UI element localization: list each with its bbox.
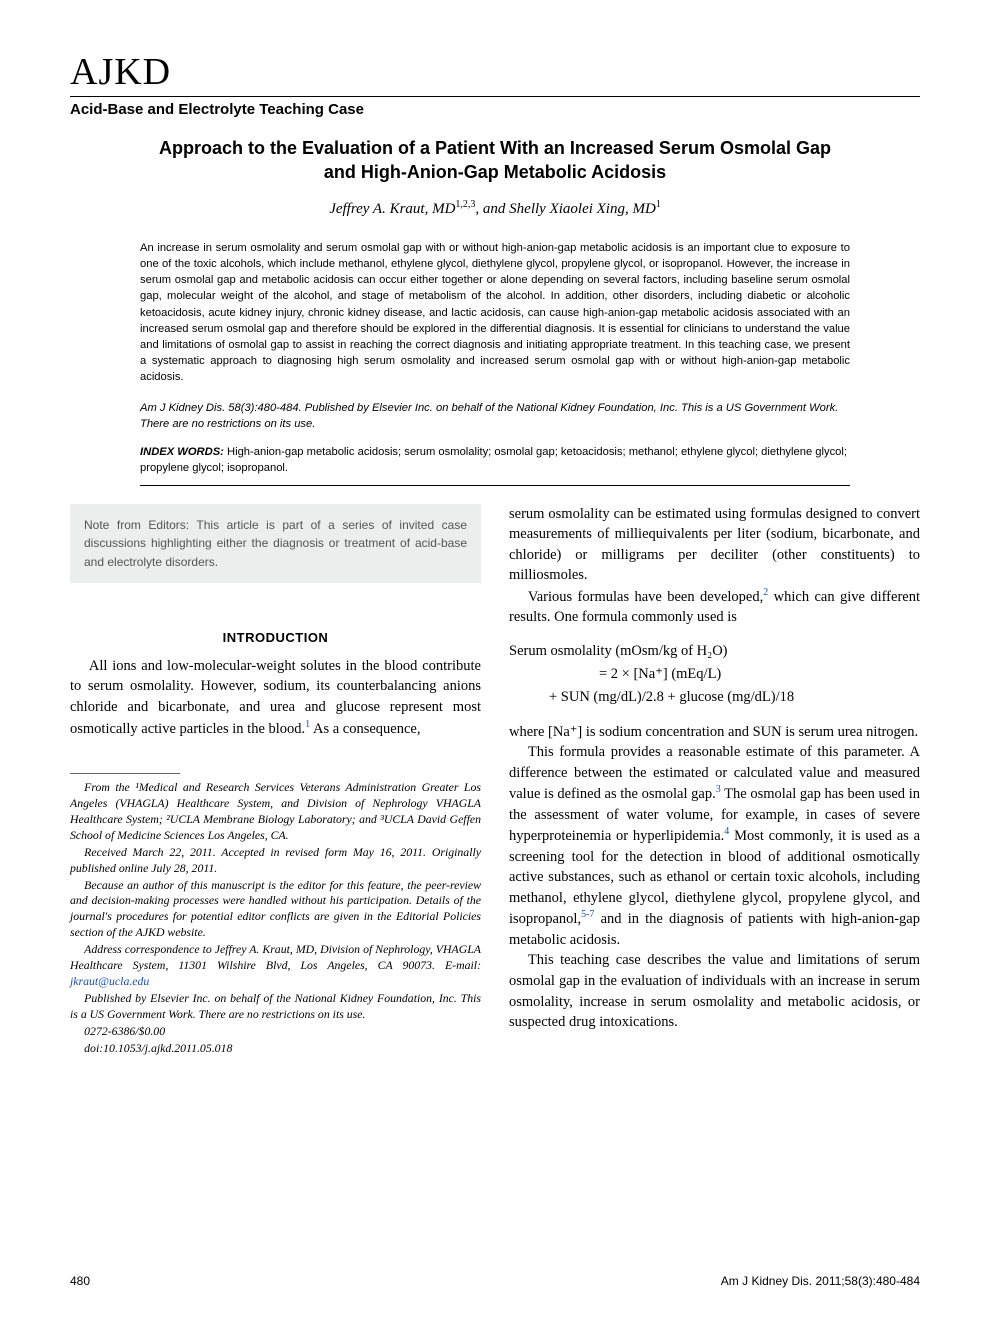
right-p4: This formula provides a reasonable estim… — [509, 742, 920, 950]
footnote-correspondence: Address correspondence to Jeffrey A. Kra… — [70, 942, 481, 990]
page-footer: 480 Am J Kidney Dis. 2011;58(3):480-484 — [70, 1274, 920, 1288]
top-rule — [70, 96, 920, 97]
footnotes: From the ¹Medical and Research Services … — [70, 780, 481, 1057]
osmolality-formula: Serum osmolality (mOsm/kg of H₂O) = 2 × … — [509, 640, 920, 710]
index-words-text: High-anion-gap metabolic acidosis; serum… — [140, 446, 847, 474]
introduction-heading: INTRODUCTION — [70, 629, 481, 647]
section-type: Acid-Base and Electrolyte Teaching Case — [70, 101, 920, 118]
ref-5-7[interactable]: 5-7 — [581, 909, 594, 920]
author-1-affil: 1,2,3 — [455, 199, 475, 210]
page-number: 480 — [70, 1274, 90, 1288]
formula-line-2: = 2 × [Na⁺] (mEq/L) — [599, 663, 920, 686]
two-column-body: Note from Editors: This article is part … — [70, 504, 920, 1058]
index-words-label: INDEX WORDS: — [140, 446, 224, 458]
formula-line-1: Serum osmolality (mOsm/kg of H₂O) — [509, 640, 920, 663]
journal-logo: AJKD — [70, 50, 920, 94]
footnote-rule — [70, 773, 180, 774]
left-column: Note from Editors: This article is part … — [70, 504, 481, 1058]
intro-paragraph-1: All ions and low-molecular-weight solute… — [70, 656, 481, 739]
right-p5: This teaching case describes the value a… — [509, 950, 920, 1032]
right-p2: Various formulas have been developed,2 w… — [509, 586, 920, 628]
correspondence-text: Address correspondence to Jeffrey A. Kra… — [70, 942, 481, 972]
correspondence-email[interactable]: jkraut@ucla.edu — [70, 974, 149, 988]
formula-line-3: + SUN (mg/dL)/2.8 + glucose (mg/dL)/18 — [549, 686, 920, 709]
footnote-published: Published by Elsevier Inc. on behalf of … — [70, 991, 481, 1023]
author-2-affil: 1 — [656, 199, 661, 210]
footnote-doi: doi:10.1053/j.ajkd.2011.05.018 — [70, 1041, 481, 1057]
editor-note-box: Note from Editors: This article is part … — [70, 504, 481, 584]
index-words: INDEX WORDS: High-anion-gap metabolic ac… — [140, 444, 850, 476]
mid-rule — [140, 485, 850, 486]
footnote-received: Received March 22, 2011. Accepted in rev… — [70, 845, 481, 877]
intro-p1-b: As a consequence, — [310, 720, 420, 736]
footnote-conflict: Because an author of this manuscript is … — [70, 878, 481, 942]
article-title: Approach to the Evaluation of a Patient … — [145, 136, 845, 185]
authors-line: Jeffrey A. Kraut, MD1,2,3, and Shelly Xi… — [70, 199, 920, 218]
citation: Am J Kidney Dis. 58(3):480-484. Publishe… — [140, 400, 850, 432]
author-1: Jeffrey A. Kraut, MD — [329, 201, 455, 217]
abstract: An increase in serum osmolality and seru… — [140, 240, 850, 386]
right-column: serum osmolality can be estimated using … — [509, 504, 920, 1058]
right-p3: where [Na⁺] is sodium concentration and … — [509, 722, 920, 743]
footer-citation: Am J Kidney Dis. 2011;58(3):480-484 — [721, 1274, 920, 1288]
footnote-affiliations: From the ¹Medical and Research Services … — [70, 780, 481, 844]
footnote-issn: 0272-6386/$0.00 — [70, 1024, 481, 1040]
author-conj: , and Shelly Xiaolei Xing, MD — [475, 201, 655, 217]
right-p-continuation: serum osmolality can be estimated using … — [509, 504, 920, 586]
right-p2-a: Various formulas have been developed, — [528, 589, 763, 605]
